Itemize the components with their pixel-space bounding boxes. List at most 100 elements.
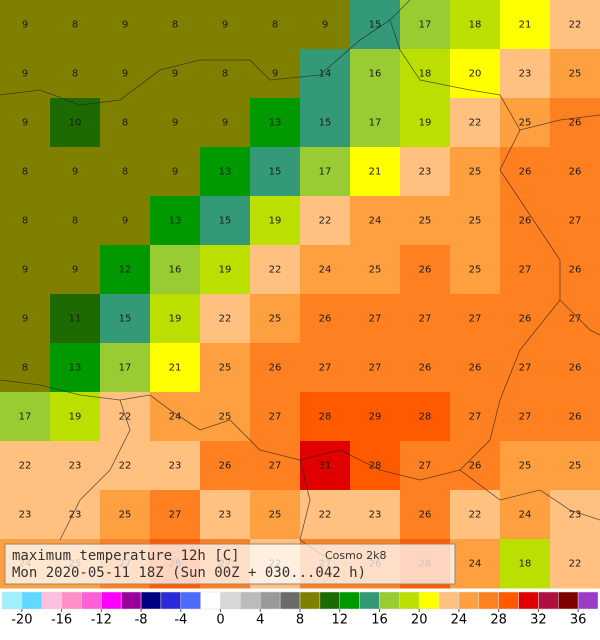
field-label: 26 — [469, 461, 482, 472]
field-cell — [500, 392, 551, 442]
field-label: 9 — [172, 167, 178, 178]
colorbar-swatch — [279, 591, 301, 610]
field-cell — [300, 245, 351, 295]
field-label: 9 — [322, 20, 328, 31]
field-label: 25 — [219, 412, 232, 423]
field-cell — [0, 98, 51, 148]
field-cell — [400, 0, 451, 50]
field-cell — [250, 98, 301, 148]
field-cell — [450, 539, 501, 589]
field-label: 8 — [22, 167, 28, 178]
colorbar-swatch — [200, 591, 221, 610]
field-cell — [400, 98, 451, 148]
field-label: 8 — [22, 216, 28, 227]
field-label: 24 — [369, 216, 382, 227]
field-cell — [50, 490, 101, 540]
field-label: 18 — [469, 20, 482, 31]
colorbar-swatch — [538, 591, 559, 610]
field-cell — [400, 392, 451, 442]
field-label: 25 — [369, 265, 382, 276]
field-label: 9 — [122, 69, 128, 80]
field-label: 26 — [569, 412, 582, 423]
field-label: 19 — [219, 265, 232, 276]
field-label: 27 — [169, 510, 182, 521]
field-cell — [250, 245, 301, 295]
colorbar-label: -12 — [91, 613, 112, 628]
field-cell — [150, 343, 201, 393]
field-cell — [300, 490, 351, 540]
field-label: 15 — [319, 118, 332, 129]
field-label: 9 — [22, 20, 28, 31]
field-label: 22 — [469, 510, 482, 521]
field-label: 8 — [72, 216, 78, 227]
field-cell — [50, 147, 101, 197]
colorbar-swatch — [21, 591, 42, 610]
field-cell — [300, 392, 351, 442]
field-label: 27 — [569, 216, 582, 227]
field-label: 10 — [69, 118, 82, 129]
field-label: 9 — [22, 314, 28, 325]
field-cell — [200, 196, 251, 246]
field-cell — [50, 392, 101, 442]
field-label: 22 — [319, 216, 332, 227]
field-cell — [350, 294, 401, 344]
field-cell — [50, 0, 101, 50]
colorbar-swatch — [180, 591, 201, 610]
field-label: 19 — [419, 118, 432, 129]
field-cell — [100, 49, 151, 99]
field-label: 23 — [169, 461, 182, 472]
field-label: 8 — [22, 363, 28, 374]
colorbar-label: -16 — [51, 613, 72, 628]
field-label: 22 — [269, 265, 282, 276]
field-label: 23 — [219, 510, 232, 521]
field-label: 13 — [169, 216, 182, 227]
field-cell — [150, 196, 201, 246]
field-label: 18 — [419, 69, 432, 80]
border — [0, 0, 411, 106]
field-cell — [150, 294, 201, 344]
field-cell — [400, 490, 451, 540]
field-label: 9 — [222, 118, 228, 129]
field-cell — [500, 49, 551, 99]
field-cell — [550, 245, 600, 295]
title: maximum temperature 12h [C] — [12, 548, 240, 564]
colorbar-swatch — [101, 591, 122, 610]
field-cell — [300, 147, 351, 197]
field-cell — [450, 196, 501, 246]
colorbar-label: 12 — [331, 613, 348, 628]
field-cell — [50, 196, 101, 246]
field-label: 27 — [519, 363, 532, 374]
field-cell — [550, 49, 600, 99]
field-label: 16 — [369, 69, 382, 80]
field-label: 22 — [119, 412, 132, 423]
field-cell — [200, 490, 251, 540]
field-label: 24 — [319, 265, 332, 276]
field-label: 9 — [22, 118, 28, 129]
field-cell — [250, 294, 301, 344]
field-label: 9 — [272, 69, 278, 80]
field-label: 9 — [172, 69, 178, 80]
colorbar-swatch — [1, 591, 23, 610]
field-cell — [250, 343, 301, 393]
field-cell — [550, 490, 600, 540]
field-cell — [100, 98, 151, 148]
field-cell — [0, 343, 51, 393]
field-label: 27 — [419, 314, 432, 325]
field-cell — [400, 147, 451, 197]
field-label: 21 — [369, 167, 382, 178]
field-label: 26 — [519, 167, 532, 178]
field-cell — [250, 147, 301, 197]
colorbar-label: 32 — [530, 613, 547, 628]
field-label: 24 — [169, 412, 182, 423]
colorbar-swatch — [478, 591, 499, 610]
field-label: 27 — [569, 314, 582, 325]
colorbar-swatch — [41, 591, 62, 610]
border — [0, 379, 600, 521]
field-label: 26 — [319, 314, 332, 325]
field-cell — [200, 392, 251, 442]
field-cell — [300, 294, 351, 344]
field-cell — [350, 245, 401, 295]
field-label: 8 — [172, 20, 178, 31]
field-labels: 9 8 9 8 9 8 9 15 17 18 21 22 9 8 9 9 8 9 14 16 18 20 23 25 9 10 8 9… — [19, 20, 582, 570]
